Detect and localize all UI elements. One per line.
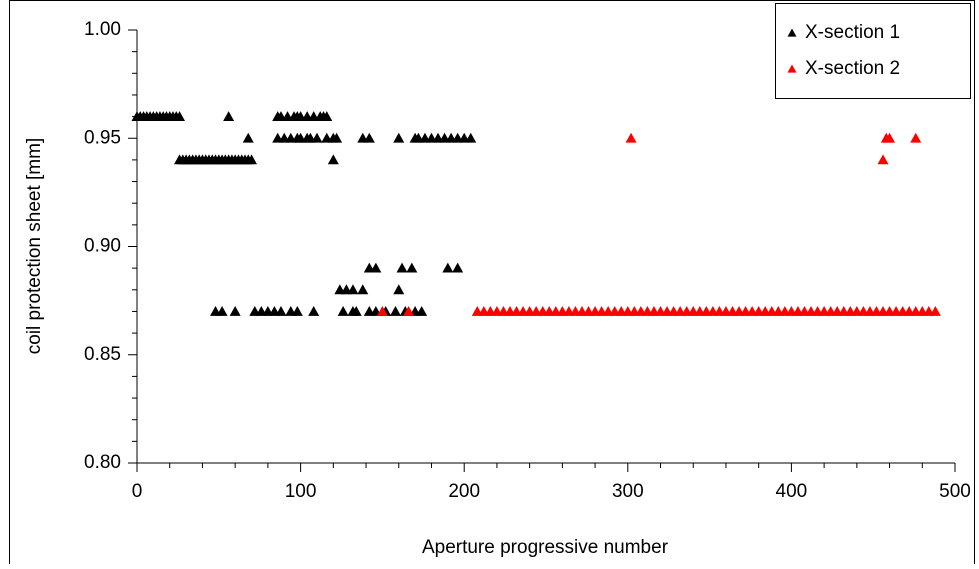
point [242, 132, 254, 143]
legend-marker [787, 64, 797, 73]
point [877, 154, 889, 165]
point [357, 284, 369, 295]
point [376, 305, 388, 316]
x-axis-label: Aperture progressive number [422, 537, 669, 558]
x-tick-label: 300 [612, 481, 644, 502]
point [442, 262, 454, 273]
y-tick-label: 0.80 [84, 452, 121, 473]
point [223, 111, 235, 121]
point [246, 154, 258, 165]
point [321, 111, 333, 121]
y-tick-label: 0.95 [84, 127, 121, 148]
y-tick-label: 1.00 [84, 19, 121, 40]
point [625, 132, 637, 143]
point [311, 132, 323, 143]
y-axis-label: coil protection sheet [mm] [24, 138, 45, 354]
point [331, 132, 343, 143]
legend-box [775, 3, 971, 99]
point [910, 132, 922, 143]
point [216, 305, 228, 316]
point [347, 284, 359, 295]
point [229, 305, 241, 316]
x-tick-label: 200 [448, 481, 480, 502]
point [884, 132, 896, 143]
y-tick-label: 0.90 [84, 236, 121, 257]
point [370, 262, 382, 273]
legend-label: X-section 2 [805, 58, 900, 79]
x-tick-label: 100 [285, 481, 317, 502]
point [174, 111, 186, 121]
point [403, 305, 415, 316]
point [275, 305, 287, 316]
point [291, 305, 303, 316]
point [350, 305, 362, 316]
legend-marker [787, 28, 797, 37]
x-tick-label: 500 [939, 481, 971, 502]
point [393, 284, 405, 295]
y-tick-label: 0.85 [84, 344, 121, 365]
point [396, 262, 408, 273]
point [327, 154, 339, 165]
point [465, 132, 477, 143]
legend-label: X-section 1 [805, 22, 900, 43]
x-tick-label: 0 [132, 481, 143, 502]
point [393, 132, 405, 143]
point [308, 305, 320, 316]
point [416, 305, 428, 316]
point [929, 305, 941, 316]
point [406, 262, 418, 273]
point [389, 305, 401, 316]
point [337, 305, 349, 316]
x-tick-label: 400 [776, 481, 808, 502]
point [452, 262, 464, 273]
point [363, 132, 375, 143]
